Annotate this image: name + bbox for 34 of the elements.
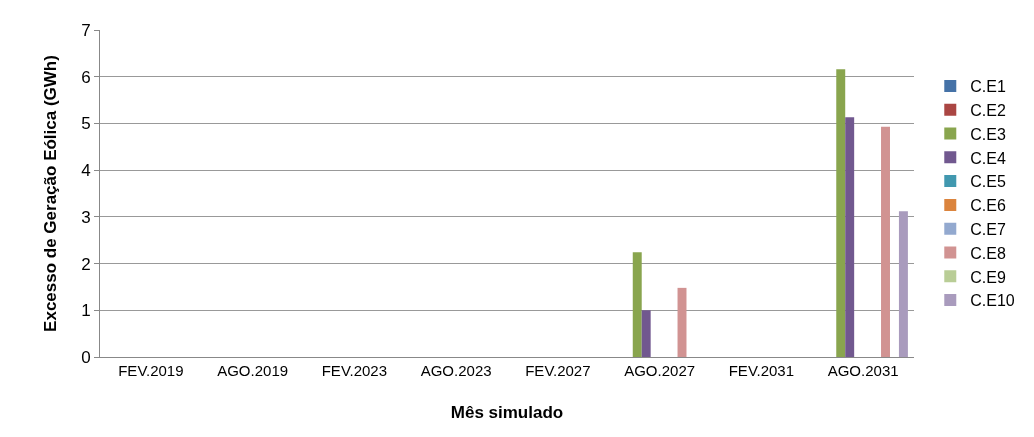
legend-label: C.E7 [970, 220, 1006, 238]
bar [845, 117, 855, 357]
x-tick-label: AGO.2031 [827, 362, 899, 379]
x-tick-label: AGO.2019 [217, 362, 289, 379]
x-tick-label: FEV.2027 [525, 362, 591, 379]
bar [836, 69, 846, 357]
y-tick-label: 5 [81, 114, 91, 134]
x-axis-title: Mês simulado [450, 403, 564, 422]
legend-label: C.E3 [970, 125, 1006, 143]
legend-label: C.E4 [970, 149, 1006, 167]
y-tick-label: 0 [81, 347, 91, 367]
legend-label: C.E5 [970, 173, 1006, 191]
y-tick-label: 7 [81, 20, 91, 40]
x-tick-label: FEV.2023 [321, 362, 388, 379]
legend-label: C.E10 [970, 292, 1015, 310]
legend-label: C.E9 [970, 268, 1006, 286]
legend-label: C.E2 [970, 101, 1006, 119]
y-tick-label: 4 [81, 161, 91, 181]
y-tick-label: 1 [81, 301, 91, 321]
legend-label: C.E6 [970, 197, 1006, 215]
bar [881, 126, 890, 357]
legend-label: C.E1 [970, 78, 1006, 96]
y-tick-label: 3 [81, 207, 91, 227]
x-tick-label: AGO.2027 [624, 362, 696, 379]
bar [641, 310, 651, 357]
x-tick-label: FEV.2031 [728, 362, 795, 379]
bar [632, 252, 642, 357]
y-tick-label: 6 [81, 67, 91, 87]
y-axis-title: Excesso de Geração Eólica (GWh) [41, 55, 60, 332]
x-tick-label: AGO.2023 [420, 362, 492, 379]
bar [898, 211, 908, 357]
y-tick-label: 2 [81, 254, 91, 274]
x-tick-label: FEV.2019 [118, 362, 184, 379]
legend-label: C.E8 [970, 244, 1006, 262]
